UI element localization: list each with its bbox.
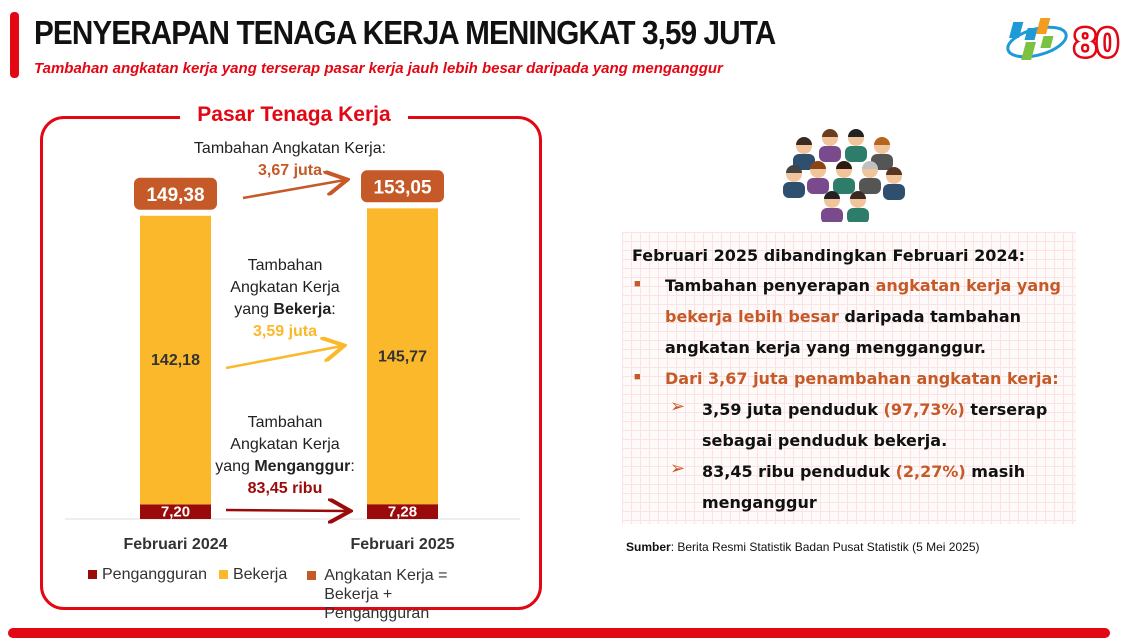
bar-bekerja bbox=[140, 215, 211, 505]
text: daripada tambahan angkatan kerja yang me… bbox=[665, 307, 1022, 357]
category-label: Februari 2024 bbox=[123, 536, 227, 553]
bar-value-label: 7,28 bbox=[388, 504, 417, 521]
legend-swatch bbox=[307, 571, 317, 580]
arrow-menganggur bbox=[225, 510, 348, 511]
legend-item-angkatan-kerja: Angkatan Kerja = Bekerja + Pengangguran bbox=[299, 566, 499, 623]
arrow-bullet-icon: ➢ bbox=[670, 396, 686, 416]
legend: Pengangguran Bekerja Angkatan Kerja = Be… bbox=[88, 566, 499, 623]
summary-box: Februari 2025 dibandingkan Februari 2024… bbox=[622, 232, 1076, 524]
person-icon bbox=[819, 129, 841, 162]
text: : bbox=[331, 301, 336, 318]
text-line: yang Bekerja: bbox=[200, 299, 370, 321]
bar-value-label: 142,18 bbox=[151, 352, 200, 369]
annotation-menganggur: Tambahan Angkatan Kerja yang Menganggur:… bbox=[195, 412, 375, 500]
summary-subbullet-1: 3,59 juta penduduk (97,73%) terserap seb… bbox=[702, 394, 1062, 456]
summary-bullet-2: Dari 3,67 juta penambahan angkatan kerja… bbox=[665, 369, 1059, 388]
text-highlight: (97,73%) bbox=[883, 400, 965, 419]
total-value-label: 153,05 bbox=[373, 177, 432, 198]
summary-bullet-1: Tambahan penyerapan angkatan kerja yang … bbox=[665, 270, 1065, 363]
bar-pengangguran bbox=[140, 504, 211, 519]
text-bold: Bekerja bbox=[273, 301, 332, 318]
person-icon bbox=[821, 191, 843, 222]
bottom-accent-bar bbox=[8, 628, 1110, 638]
annotation-bekerja: Tambahan Angkatan Kerja yang Bekerja: 3,… bbox=[200, 255, 370, 343]
text: : bbox=[350, 458, 355, 475]
person-icon bbox=[859, 161, 881, 194]
bar-value-label: 145,77 bbox=[378, 348, 427, 365]
title-accent-bar bbox=[10, 12, 19, 78]
source-note: Sumber: Berita Resmi Statistik Badan Pus… bbox=[626, 540, 979, 554]
total-box bbox=[134, 177, 217, 210]
person-icon bbox=[883, 167, 905, 200]
text-highlight: (2,27%) bbox=[895, 462, 966, 481]
legend-label: Angkatan Kerja = Bekerja + Pengangguran bbox=[324, 567, 448, 622]
person-icon bbox=[833, 161, 855, 194]
person-icon bbox=[783, 165, 805, 198]
bar-pengangguran bbox=[367, 504, 438, 519]
category-label: Februari 2025 bbox=[350, 536, 454, 553]
arrow-total bbox=[242, 180, 345, 200]
text: terserap sebagai penduduk bekerja. bbox=[702, 400, 1048, 450]
text-line: Tambahan bbox=[247, 257, 323, 274]
legend-swatch bbox=[88, 570, 97, 579]
person-icon bbox=[807, 161, 829, 194]
person-icon bbox=[845, 129, 867, 162]
text-highlight: angkatan kerja yang bekerja lebih besar bbox=[665, 276, 1061, 326]
arrow-bullet-icon: ➢ bbox=[670, 458, 686, 478]
source-label: Sumber bbox=[626, 540, 671, 554]
text-line: yang Menganggur: bbox=[195, 456, 375, 478]
text: masih menganggur bbox=[702, 462, 1026, 512]
bar-bekerja bbox=[367, 208, 438, 505]
text: Tambahan penyerapan bbox=[665, 276, 876, 295]
text: 83,45 ribu penduduk bbox=[702, 462, 896, 481]
legend-label: Bekerja bbox=[232, 566, 288, 583]
source-text: : Berita Resmi Statistik Badan Pusat Sta… bbox=[670, 540, 980, 554]
text: yang bbox=[234, 301, 274, 318]
square-bullet-icon: ■ bbox=[634, 371, 641, 383]
text: 3,59 juta penduduk bbox=[702, 400, 884, 419]
text-line: Tambahan bbox=[247, 414, 323, 431]
annotation-total-value: 3,67 juta bbox=[257, 162, 323, 179]
text-line: Angkatan Kerja bbox=[230, 436, 340, 453]
text-line: Angkatan Kerja bbox=[230, 279, 340, 296]
person-icon bbox=[793, 137, 815, 170]
page-title: PENYERAPAN TENAGA KERJA MENINGKAT 3,59 J… bbox=[34, 14, 776, 51]
total-box bbox=[361, 170, 444, 203]
square-bullet-icon: ■ bbox=[634, 278, 641, 290]
summary-heading: Februari 2025 dibandingkan Februari 2024… bbox=[632, 246, 1026, 265]
text-bold: Menganggur bbox=[254, 458, 351, 475]
page-subtitle: Tambahan angkatan kerja yang terserap pa… bbox=[34, 60, 723, 77]
bps-logo bbox=[1006, 18, 1068, 60]
logos: 80 bbox=[1006, 18, 1121, 66]
stacked-bar-chart: 7,20 142,18 149,38 Februari 2024 7,28 145,77 1… bbox=[65, 0, 520, 553]
annotation-total-label: Tambahan Angkatan Kerja: bbox=[193, 140, 387, 157]
people-group-illustration bbox=[783, 129, 905, 222]
chart-title: Pasar Tenaga Kerja bbox=[180, 103, 408, 127]
text: yang bbox=[215, 458, 255, 475]
legend-item-pengangguran: Pengangguran bbox=[88, 566, 207, 623]
legend-label: Pengangguran bbox=[102, 566, 207, 583]
80-anniversary-logo: 80 bbox=[1074, 21, 1119, 65]
legend-swatch bbox=[218, 570, 228, 579]
annotation-menganggur-value: 83,45 ribu bbox=[247, 480, 323, 497]
total-value-label: 149,38 bbox=[146, 185, 204, 206]
legend-item-bekerja: Bekerja bbox=[218, 566, 288, 623]
person-icon bbox=[847, 191, 869, 222]
annotation-bekerja-value: 3,59 juta bbox=[252, 323, 318, 340]
arrow-bekerja bbox=[225, 346, 342, 370]
summary-subbullet-2: 83,45 ribu penduduk (2,27%) masih mengan… bbox=[702, 456, 1032, 518]
bar-value-label: 7,20 bbox=[161, 504, 190, 521]
